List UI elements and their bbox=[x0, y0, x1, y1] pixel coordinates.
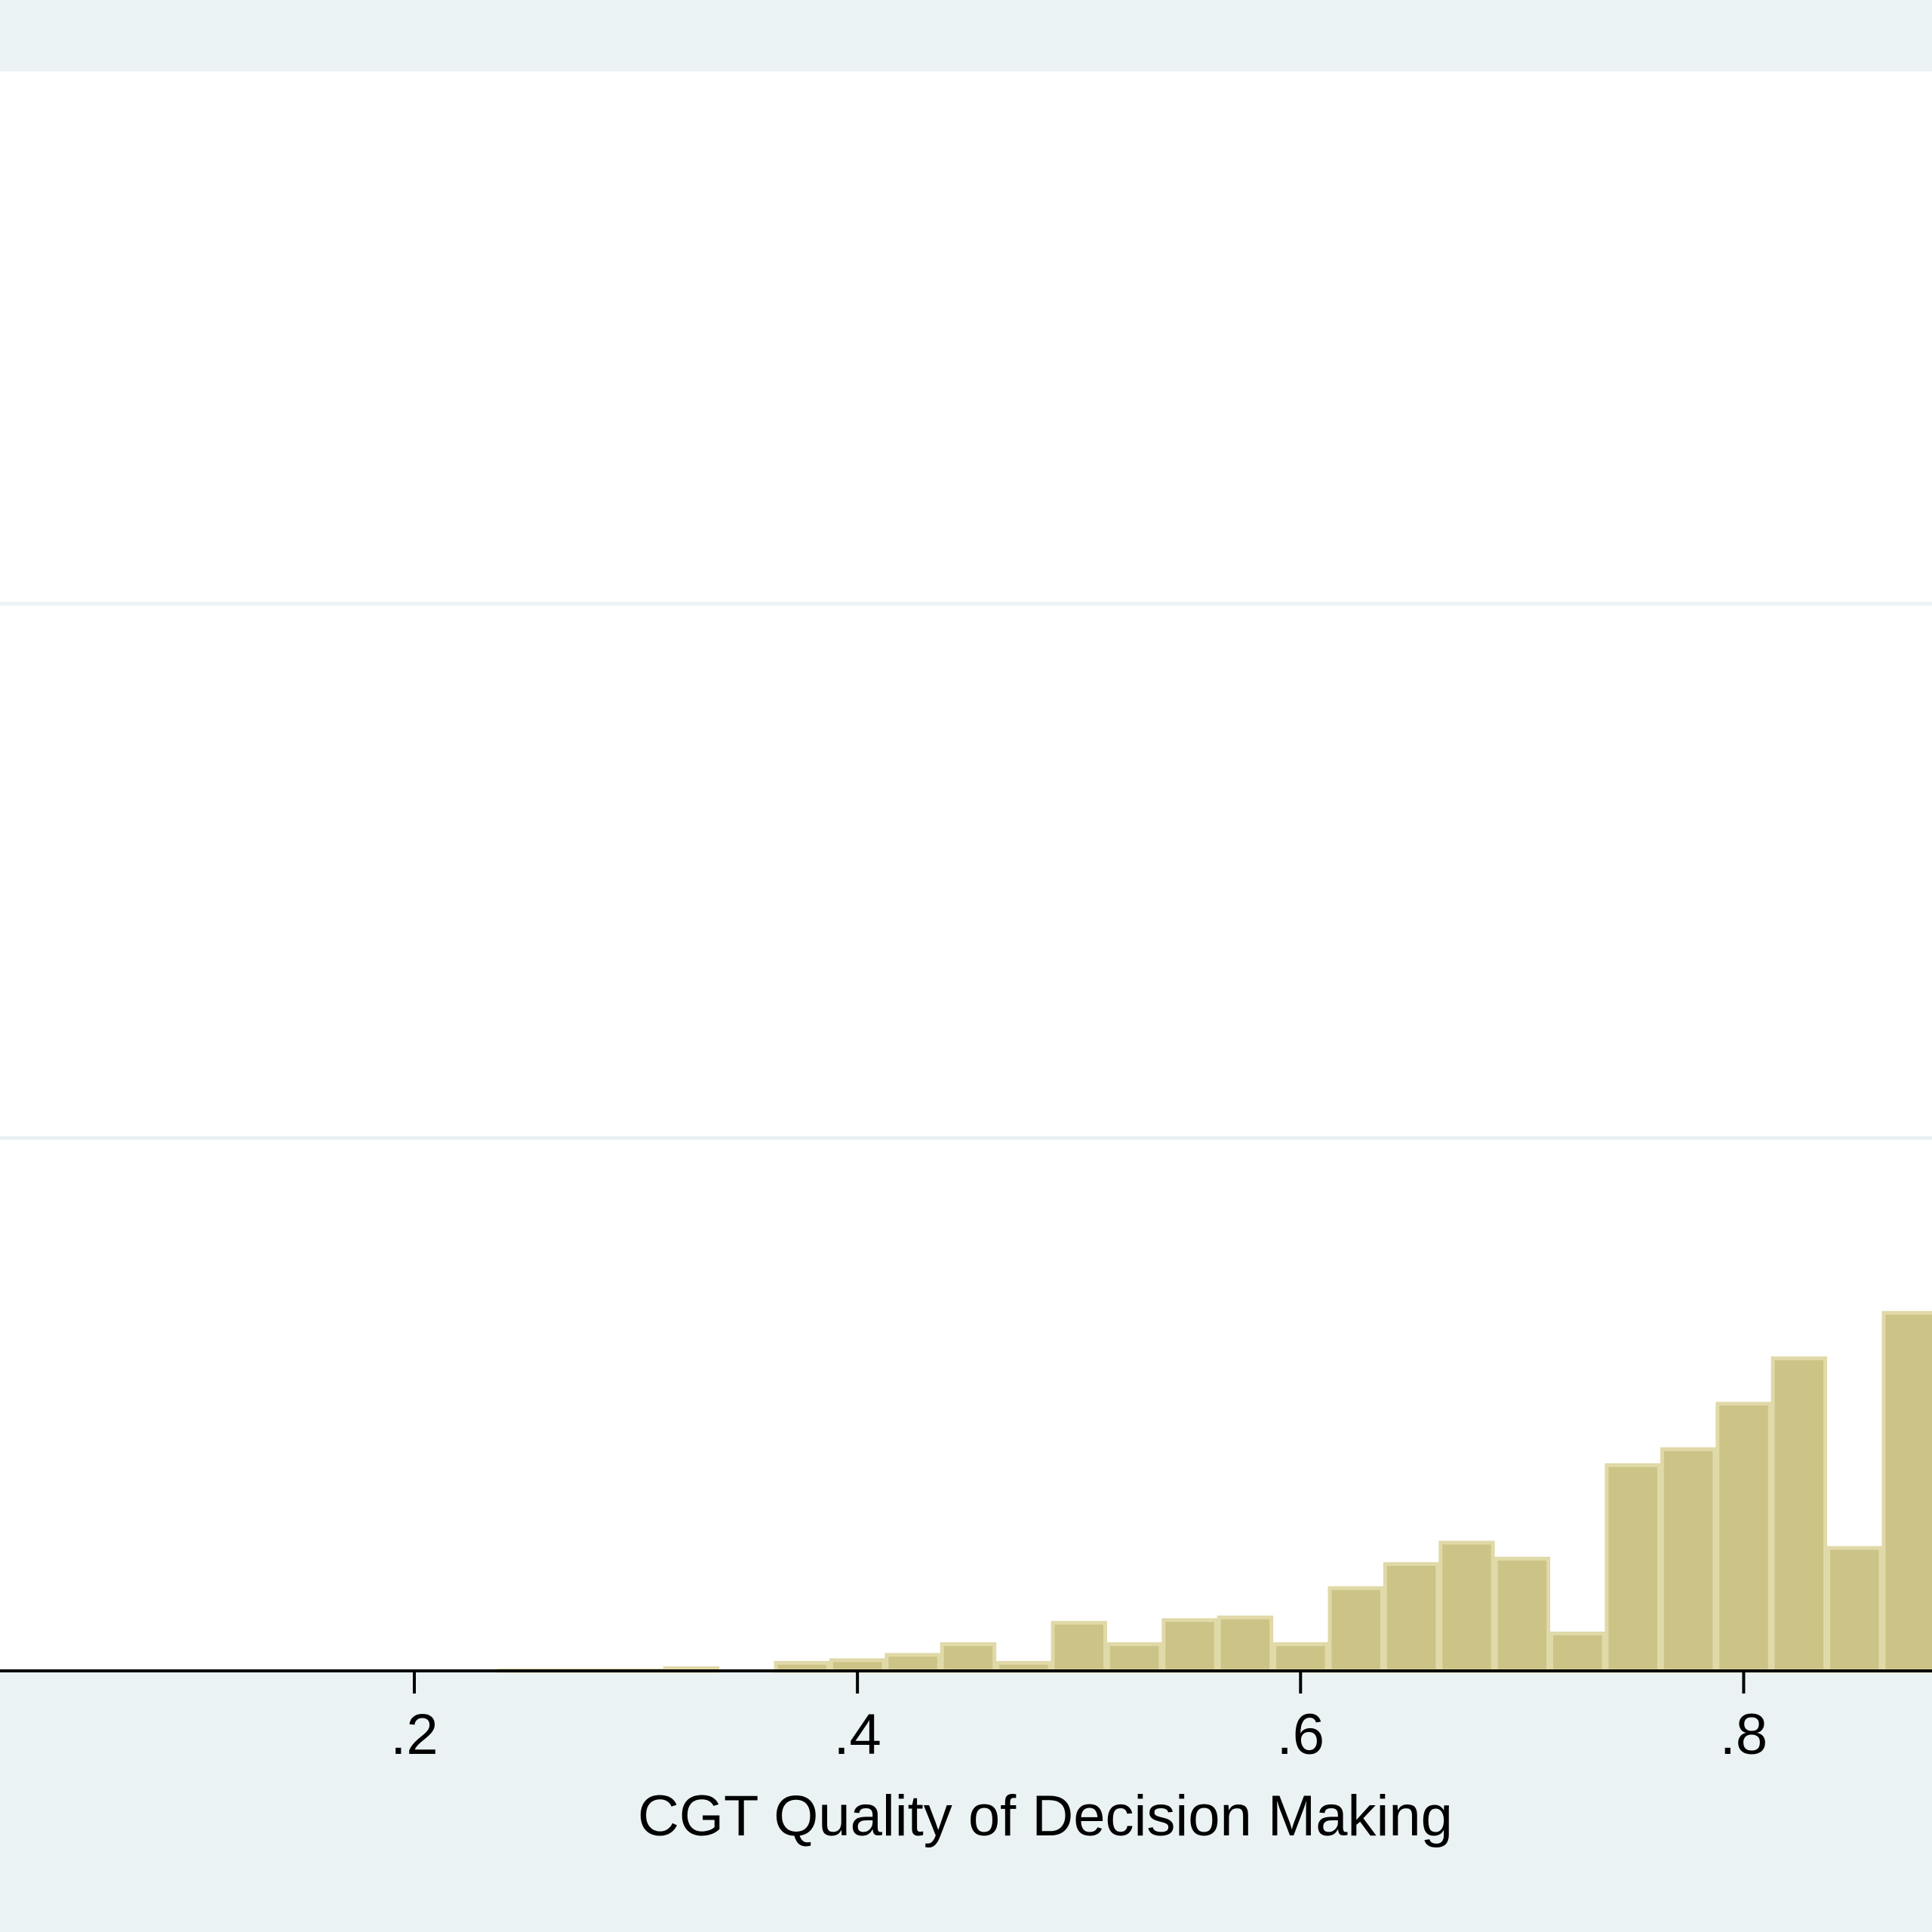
histogram-bar-15 bbox=[1327, 1586, 1384, 1673]
histogram-bar-6 bbox=[829, 1658, 886, 1673]
histogram-bar-25 bbox=[1881, 1311, 1932, 1673]
histogram-bar-12 bbox=[1161, 1618, 1218, 1673]
histogram-bar-7 bbox=[884, 1653, 941, 1673]
histogram-bar-14 bbox=[1272, 1642, 1329, 1673]
gridlines bbox=[0, 67, 1932, 1140]
histogram-bar-20 bbox=[1604, 1463, 1661, 1673]
histogram-bar-10 bbox=[1051, 1620, 1107, 1673]
histogram-bar-8 bbox=[940, 1642, 997, 1673]
x-axis-title: CGT Quality of Decision Making bbox=[638, 1784, 1453, 1848]
x-tick-label-1: .2 bbox=[390, 1703, 438, 1767]
histogram-bar-24 bbox=[1826, 1546, 1883, 1673]
histogram-bar-19 bbox=[1549, 1631, 1606, 1673]
x-tick-label-2: .4 bbox=[833, 1703, 881, 1767]
histogram-bar-21 bbox=[1660, 1447, 1717, 1673]
histogram-bar-17 bbox=[1438, 1540, 1495, 1673]
histogram-bar-18 bbox=[1494, 1556, 1551, 1673]
histogram-bar-13 bbox=[1217, 1615, 1274, 1673]
x-axis-ticks: .2 .4 .6 .8 bbox=[390, 1671, 1767, 1767]
histogram-bar-23 bbox=[1770, 1356, 1828, 1673]
x-tick-label-3: .6 bbox=[1277, 1703, 1324, 1767]
histogram-bar-22 bbox=[1715, 1401, 1772, 1673]
plot-area bbox=[0, 68, 1932, 1671]
bars bbox=[497, 1311, 1932, 1673]
histogram-bar-16 bbox=[1383, 1561, 1440, 1673]
x-tick-label-4: .8 bbox=[1720, 1703, 1767, 1767]
histogram-bar-11 bbox=[1106, 1642, 1163, 1673]
